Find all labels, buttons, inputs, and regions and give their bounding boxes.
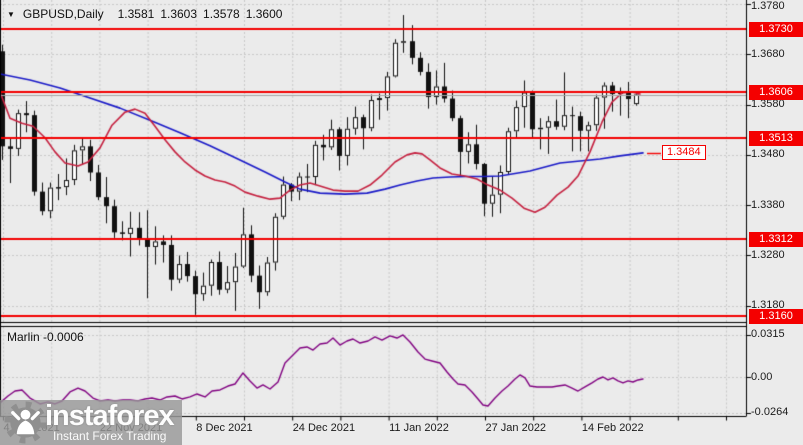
symbol-dropdown-icon[interactable]: ▼ xyxy=(7,9,15,19)
